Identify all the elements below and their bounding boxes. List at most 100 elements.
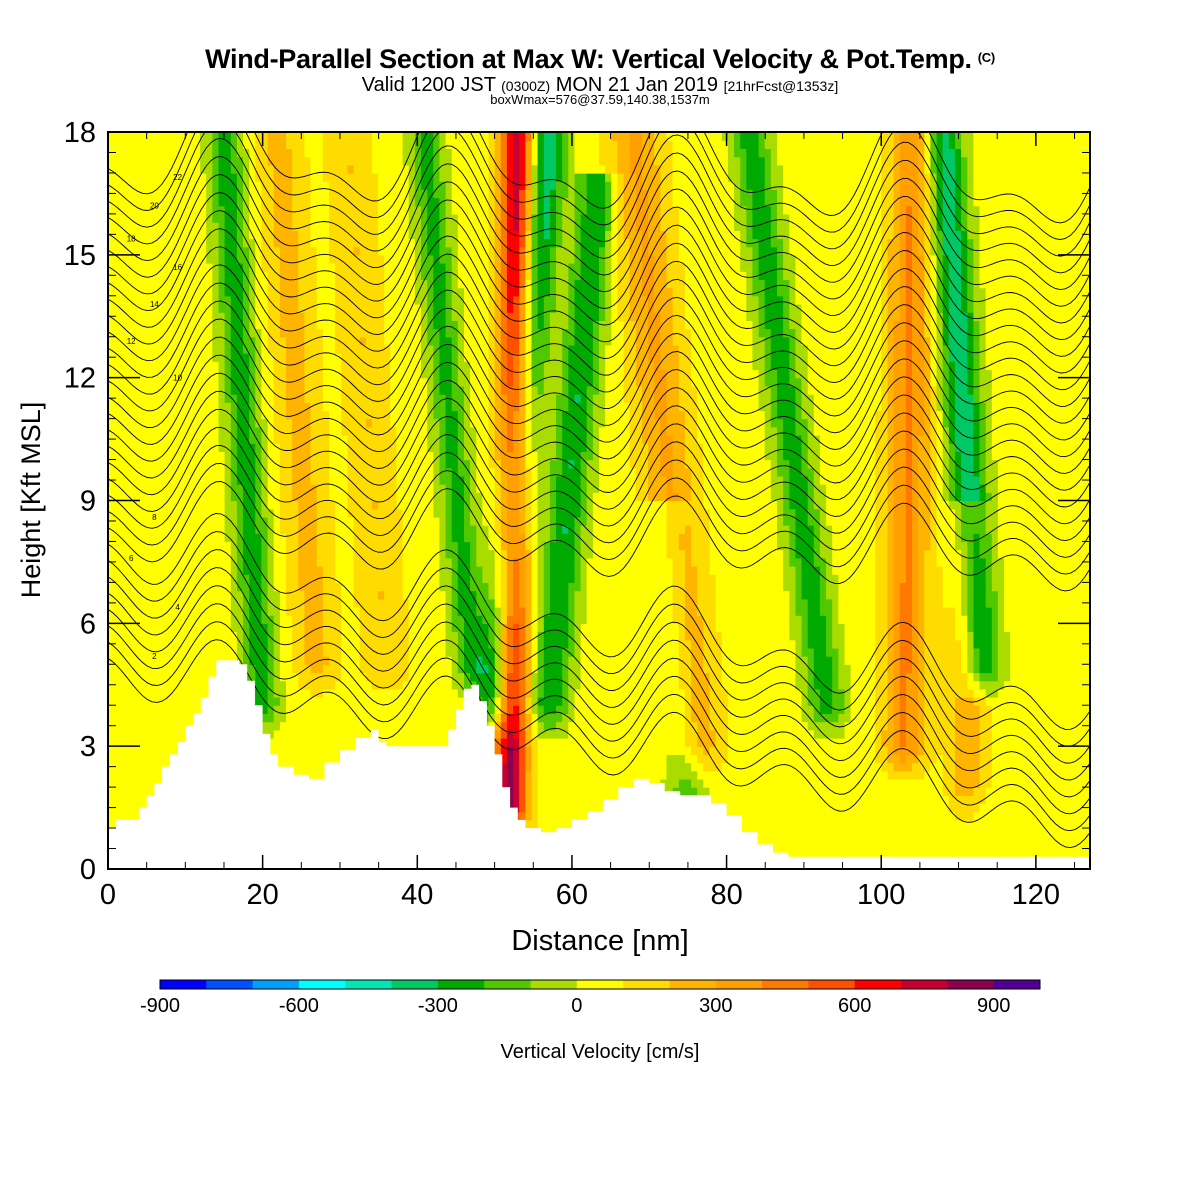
velocity-cell	[905, 418, 913, 428]
velocity-cell	[568, 189, 575, 199]
velocity-cell	[936, 295, 944, 305]
velocity-cell	[519, 295, 526, 305]
velocity-cell	[476, 459, 490, 469]
velocity-cell	[506, 721, 520, 731]
velocity-cell	[942, 230, 962, 240]
velocity-cell	[108, 525, 226, 534]
velocity-cell	[740, 254, 754, 264]
velocity-cell	[605, 295, 612, 305]
velocity-cell	[942, 377, 950, 387]
velocity-cell	[623, 328, 637, 338]
velocity-cell	[654, 361, 661, 371]
velocity-cell	[488, 410, 496, 420]
velocity-cell	[506, 787, 514, 796]
velocity-cell	[985, 582, 993, 592]
velocity-cell	[783, 246, 790, 256]
velocity-cell	[249, 607, 263, 616]
velocity-cell	[500, 312, 508, 321]
velocity-cell	[881, 164, 895, 174]
velocity-cell	[476, 484, 496, 493]
velocity-cell	[936, 181, 944, 190]
velocity-cell	[359, 631, 410, 641]
velocity-cell	[783, 549, 790, 559]
velocity-cell	[292, 426, 312, 436]
velocity-cell	[924, 369, 931, 379]
velocity-cell	[427, 312, 434, 321]
velocity-cell	[531, 172, 539, 182]
velocity-cell	[525, 778, 532, 788]
velocity-cell	[973, 361, 981, 371]
velocity-cell	[918, 631, 925, 641]
velocity-cell	[329, 443, 348, 452]
velocity-cell	[531, 443, 557, 452]
velocity-cell	[359, 246, 379, 256]
velocity-cell	[979, 402, 987, 411]
velocity-cell	[525, 140, 532, 149]
velocity-cell	[249, 213, 263, 223]
velocity-cell	[887, 615, 895, 624]
velocity-cell	[893, 328, 907, 338]
velocity-cell	[580, 492, 588, 502]
velocity-cell	[642, 148, 655, 158]
velocity-cell	[408, 222, 422, 231]
velocity-cell	[506, 729, 514, 739]
velocity-cell	[445, 279, 453, 289]
velocity-cell	[427, 304, 434, 313]
velocity-cell	[476, 475, 496, 485]
velocity-cell	[500, 770, 508, 780]
velocity-cell	[421, 271, 434, 280]
velocity-cell	[605, 230, 612, 240]
velocity-cell	[660, 435, 674, 444]
velocity-cell	[230, 574, 238, 583]
velocity-cell	[979, 705, 993, 714]
velocity-cell	[997, 500, 1090, 510]
velocity-cell	[439, 541, 447, 551]
velocity-cell	[955, 508, 962, 518]
velocity-cell	[543, 320, 551, 330]
velocity-cell	[979, 664, 993, 674]
velocity-cell	[997, 623, 1005, 633]
velocity-cell	[795, 598, 809, 608]
velocity-cell	[985, 795, 1090, 805]
velocity-cell	[684, 279, 747, 289]
velocity-cell	[795, 566, 803, 575]
velocity-cell	[556, 451, 563, 461]
velocity-cell	[255, 688, 269, 698]
velocity-cell	[660, 181, 674, 190]
velocity-cell	[887, 492, 895, 502]
velocity-cell	[243, 590, 250, 600]
velocity-cell	[230, 467, 238, 477]
velocity-cell	[322, 402, 342, 411]
velocity-cell	[912, 566, 919, 575]
velocity-cell	[924, 402, 931, 411]
velocity-cell	[488, 353, 496, 362]
velocity-cell	[261, 459, 269, 469]
velocity-cell	[783, 566, 796, 575]
velocity-cell	[519, 787, 526, 796]
velocity-cell	[623, 213, 637, 223]
velocity-cell	[310, 451, 330, 461]
velocity-cell	[427, 287, 434, 297]
velocity-cell	[936, 279, 944, 289]
colorbar-tick-label: -600	[279, 995, 319, 1017]
velocity-cell	[905, 549, 913, 559]
velocity-cell	[525, 287, 532, 297]
velocity-cell	[513, 222, 520, 231]
velocity-cell	[384, 254, 416, 264]
velocity-cell	[543, 295, 557, 305]
velocity-cell	[709, 508, 778, 518]
velocity-cell	[777, 385, 796, 395]
velocity-cell	[513, 656, 520, 665]
velocity-cell	[893, 459, 907, 469]
velocity-cell	[703, 647, 723, 657]
velocity-cell	[236, 516, 244, 526]
velocity-cell	[905, 443, 913, 452]
velocity-cell	[961, 508, 987, 518]
velocity-cell	[899, 304, 907, 313]
velocity-cell	[777, 410, 796, 420]
velocity-cell	[408, 205, 422, 215]
velocity-cell	[617, 271, 631, 280]
velocity-cell	[918, 598, 925, 608]
velocity-cell	[973, 353, 981, 362]
colorbar-swatch	[252, 980, 300, 989]
